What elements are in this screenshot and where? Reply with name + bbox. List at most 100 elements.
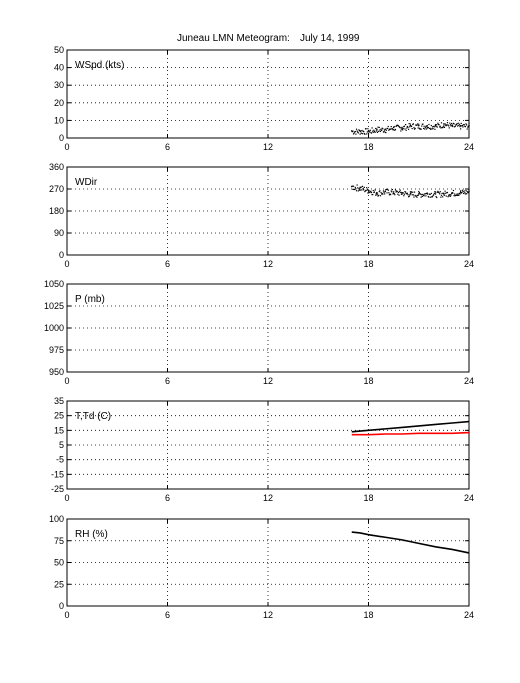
data-point <box>426 126 428 128</box>
data-point <box>466 124 468 126</box>
data-point <box>427 195 429 198</box>
data-point <box>445 195 447 197</box>
x-tick-label: 0 <box>64 493 69 503</box>
x-tick-label: 18 <box>363 493 373 503</box>
data-point <box>359 130 361 132</box>
data-point <box>394 128 397 131</box>
x-tick-label: 6 <box>165 493 170 503</box>
panel-wspd: 0 6 12 18 24 0 10 20 30 40 50 WSpd (kts) <box>54 45 474 152</box>
data-point <box>388 194 391 196</box>
y-tick-label: 30 <box>54 80 64 90</box>
x-tick-label: 24 <box>464 376 474 386</box>
data-point <box>434 191 437 193</box>
data-point <box>463 190 465 192</box>
data-point <box>367 132 370 135</box>
data-point <box>352 188 354 190</box>
data-point <box>461 124 464 126</box>
data-point <box>453 123 455 125</box>
data-point <box>444 190 446 192</box>
data-point <box>456 123 458 125</box>
data-point <box>409 123 411 125</box>
data-point <box>356 130 358 132</box>
data-point <box>354 130 356 133</box>
data-point <box>444 123 446 125</box>
data-point <box>468 122 470 124</box>
data-point <box>448 125 450 127</box>
data-point <box>415 195 417 197</box>
data-point <box>443 192 445 195</box>
data-point <box>462 190 464 193</box>
data-point <box>440 194 443 196</box>
data-point <box>390 190 392 192</box>
data-point <box>372 130 374 132</box>
data-point <box>394 189 397 191</box>
data-point <box>421 195 423 198</box>
data-point <box>454 125 456 127</box>
data-point <box>422 193 424 195</box>
data-point <box>463 192 465 195</box>
data-point <box>434 128 436 130</box>
data-point <box>425 195 427 197</box>
y-tick-label: 1025 <box>44 301 64 311</box>
data-point <box>372 193 374 196</box>
y-tick-label: 5 <box>59 440 64 450</box>
data-point <box>449 195 452 197</box>
y-tick-label: 0 <box>59 133 64 143</box>
data-point <box>448 195 450 197</box>
data-point <box>404 128 406 130</box>
data-point <box>358 129 360 131</box>
data-point <box>438 124 440 126</box>
data-point <box>458 123 461 125</box>
data-point <box>436 126 438 128</box>
data-point <box>464 192 466 194</box>
data-point <box>457 122 459 124</box>
data-point <box>466 190 468 193</box>
data-point <box>385 129 388 131</box>
data-point <box>448 127 450 129</box>
data-point <box>428 196 430 198</box>
y-tick-label: 20 <box>54 98 64 108</box>
data-point <box>466 193 468 195</box>
data-point <box>367 128 369 130</box>
data-point <box>439 125 441 127</box>
data-point <box>409 191 411 193</box>
data-point <box>391 191 393 193</box>
data-point <box>367 189 370 192</box>
data-point <box>449 194 451 196</box>
data-point <box>366 189 368 191</box>
data-point <box>388 192 390 194</box>
data-point <box>442 126 444 129</box>
data-point <box>364 190 366 193</box>
data-point <box>360 130 362 133</box>
data-point <box>410 192 412 194</box>
data-point <box>352 185 355 187</box>
data-point <box>391 128 394 130</box>
panel-label: RH (%) <box>75 529 108 540</box>
data-point <box>406 125 408 128</box>
data-point <box>446 191 449 194</box>
data-point <box>467 126 469 128</box>
data-point <box>363 132 365 135</box>
data-point <box>413 191 416 193</box>
data-point <box>412 123 414 125</box>
data-point <box>387 188 389 191</box>
data-point <box>370 132 373 134</box>
data-point <box>366 133 368 135</box>
data-point <box>439 126 441 128</box>
data-point <box>401 191 403 194</box>
data-point <box>405 129 407 131</box>
data-point <box>448 194 450 196</box>
data-point <box>456 193 458 195</box>
x-tick-label: 12 <box>263 376 273 386</box>
data-point <box>457 194 459 196</box>
data-point <box>421 125 423 127</box>
data-point <box>468 189 470 191</box>
data-point <box>440 196 442 198</box>
data-point <box>407 128 410 130</box>
data-point <box>352 130 354 132</box>
data-point <box>355 133 357 135</box>
data-point <box>396 125 398 127</box>
data-point <box>399 189 401 191</box>
data-point <box>430 192 432 195</box>
